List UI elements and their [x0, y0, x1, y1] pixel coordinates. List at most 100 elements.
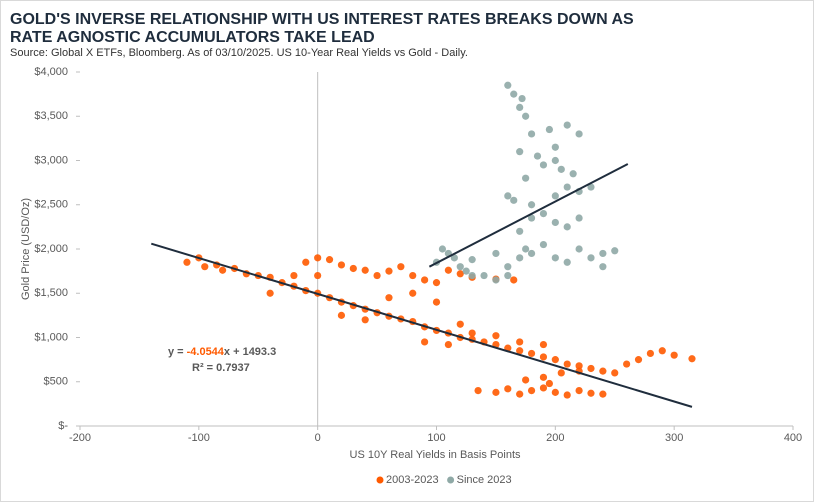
- point: [516, 347, 524, 355]
- point: [361, 266, 369, 274]
- point: [563, 391, 571, 399]
- point: [504, 263, 512, 271]
- point: [527, 201, 536, 209]
- point: [456, 263, 464, 271]
- y-tick-label: $3,500: [34, 110, 68, 122]
- point: [599, 249, 607, 258]
- y-tick-label: $4,000: [34, 66, 68, 78]
- point: [599, 263, 607, 271]
- point: [409, 271, 417, 280]
- point: [634, 356, 643, 364]
- trend-line: [428, 163, 629, 268]
- point: [361, 316, 369, 324]
- point: [516, 148, 524, 156]
- point: [522, 376, 530, 384]
- point: [468, 256, 476, 264]
- point: [492, 388, 500, 396]
- point: [492, 249, 500, 258]
- point: [462, 267, 470, 275]
- point: [658, 347, 666, 355]
- equation-part: -4.0544: [187, 346, 225, 358]
- point: [539, 240, 548, 249]
- point: [468, 329, 476, 337]
- point: [551, 356, 559, 364]
- point: [587, 389, 595, 397]
- point: [510, 276, 518, 284]
- point: [516, 227, 524, 235]
- point: [385, 267, 393, 275]
- r-squared: R² = 0.7937: [192, 362, 250, 374]
- point: [623, 360, 631, 368]
- chart-title: RATE AGNOSTIC ACCUMULATORS TAKE LEAD: [10, 29, 375, 46]
- point: [516, 103, 524, 111]
- x-tick-label: 100: [427, 432, 445, 444]
- point: [557, 165, 565, 173]
- point: [314, 271, 322, 280]
- equation: y = -4.0544x + 1493.3: [168, 346, 276, 358]
- point: [516, 390, 524, 398]
- point: [421, 276, 429, 284]
- point: [527, 387, 536, 395]
- point: [456, 270, 464, 278]
- point: [545, 379, 553, 388]
- point: [563, 121, 571, 129]
- point: [432, 279, 441, 287]
- point: [551, 143, 559, 151]
- point: [337, 311, 346, 319]
- point: [456, 320, 464, 328]
- y-tick-label: $2,000: [34, 243, 68, 255]
- point: [421, 338, 429, 346]
- point: [539, 384, 548, 392]
- point: [438, 245, 447, 253]
- point: [527, 214, 536, 222]
- point: [569, 170, 577, 178]
- point: [539, 353, 548, 361]
- point: [545, 125, 553, 134]
- point: [551, 218, 559, 227]
- y-tick-label: $1,000: [34, 331, 68, 343]
- point: [397, 263, 405, 271]
- x-tick-label: -200: [69, 432, 91, 444]
- x-tick-label: -100: [188, 432, 210, 444]
- point: [563, 360, 571, 368]
- point: [527, 249, 536, 258]
- point: [539, 210, 548, 218]
- point: [373, 271, 381, 280]
- point: [266, 289, 274, 297]
- point: [599, 390, 607, 398]
- point: [539, 340, 548, 349]
- point: [611, 247, 619, 255]
- point: [349, 264, 357, 273]
- point: [587, 183, 595, 191]
- point: [325, 256, 334, 264]
- point: [522, 174, 530, 182]
- point: [516, 338, 524, 346]
- chart-title: GOLD'S INVERSE RELATIONSHIP WITH US INTE…: [10, 11, 634, 28]
- point: [468, 271, 476, 280]
- point: [302, 258, 310, 266]
- point: [563, 183, 571, 191]
- point: [551, 192, 559, 200]
- point: [314, 254, 322, 262]
- point: [522, 112, 530, 120]
- point: [575, 130, 583, 138]
- point: [510, 196, 518, 204]
- point: [551, 156, 559, 165]
- y-tick-label: $1,500: [34, 287, 68, 299]
- point: [539, 373, 548, 381]
- point: [504, 385, 512, 393]
- point: [504, 271, 512, 280]
- point: [183, 258, 191, 266]
- chart-subtitle: Source: Global X ETFs, Bloomberg. As of …: [10, 47, 468, 59]
- point: [409, 289, 417, 297]
- y-tick-label: $2,500: [34, 199, 68, 211]
- point: [510, 90, 518, 98]
- point: [492, 332, 500, 340]
- legend-label: Since 2023: [457, 474, 512, 486]
- point: [516, 254, 524, 262]
- x-tick-label: 200: [546, 432, 564, 444]
- point: [444, 340, 452, 349]
- point: [670, 351, 678, 359]
- point: [563, 258, 571, 266]
